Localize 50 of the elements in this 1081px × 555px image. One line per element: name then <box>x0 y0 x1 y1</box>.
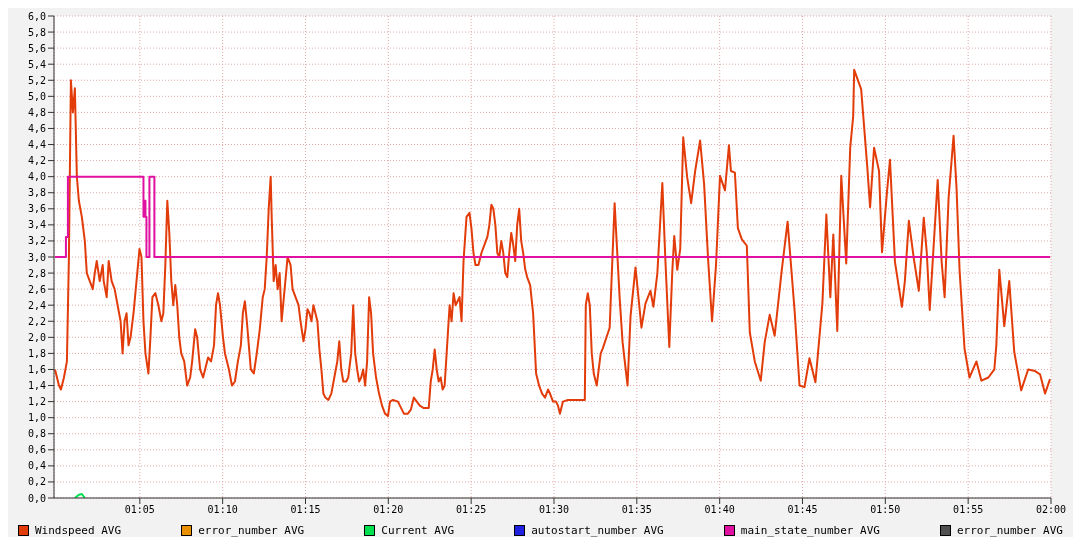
x-tick-label: 01:15 <box>290 504 321 516</box>
y-tick-label: 4,0 <box>27 171 46 183</box>
y-tick-label: 5,6 <box>27 42 46 54</box>
y-tick-label: 2,6 <box>27 283 46 295</box>
y-tick-label: 0,8 <box>27 428 46 440</box>
y-tick-label: 5,8 <box>27 26 46 38</box>
y-tick-label: 4,2 <box>27 155 46 167</box>
y-tick-label: 2,2 <box>27 315 46 327</box>
y-tick-label: 3,2 <box>27 235 46 247</box>
y-tick-label: 0,0 <box>27 492 46 504</box>
legend-label: error_number AVG <box>957 524 1063 537</box>
x-tick-label: 01:55 <box>953 504 984 516</box>
y-tick-label: 3,8 <box>27 187 46 199</box>
x-tick-label: 01:35 <box>621 504 652 516</box>
y-tick-label: 0,4 <box>27 460 46 472</box>
y-tick-label: 5,2 <box>27 74 46 86</box>
x-tick-label: 01:25 <box>456 504 487 516</box>
y-tick-label: 5,0 <box>27 90 46 102</box>
x-tick-label: 01:40 <box>704 504 735 516</box>
y-tick-label: 4,4 <box>27 139 46 151</box>
x-tick-label: 01:45 <box>787 504 818 516</box>
legend-label: Current AVG <box>381 524 455 537</box>
legend-label: error_number AVG <box>198 524 305 537</box>
y-tick-label: 3,4 <box>27 219 46 231</box>
y-tick-label: 1,0 <box>27 412 46 424</box>
y-tick-label: 1,2 <box>27 396 46 408</box>
y-tick-label: 0,6 <box>27 444 46 456</box>
y-tick-label: 5,4 <box>27 58 46 70</box>
x-tick-label: 01:10 <box>207 504 238 516</box>
y-tick-label: 2,8 <box>27 267 46 279</box>
x-tick-label: 01:30 <box>538 504 570 516</box>
x-tick-label: 01:50 <box>870 504 901 516</box>
y-tick-label: 6,0 <box>27 10 46 22</box>
legend-label: autostart_number AVG <box>531 524 664 537</box>
y-tick-label: 0,2 <box>27 476 46 488</box>
y-tick-label: 1,6 <box>27 364 46 376</box>
x-tick-label: 01:05 <box>124 504 155 516</box>
y-tick-label: 3,6 <box>27 203 46 215</box>
x-tick-label: 02:00 <box>1035 504 1067 516</box>
line-series <box>54 68 1051 418</box>
y-tick-label: 4,6 <box>27 123 46 135</box>
y-tick-label: 1,4 <box>27 380 46 392</box>
y-tick-label: 1,8 <box>27 347 46 359</box>
y-tick-label: 3,0 <box>27 251 46 263</box>
y-tick-label: 2,0 <box>27 331 46 343</box>
y-tick-label: 4,8 <box>27 106 46 118</box>
legend-label: Windspeed AVG <box>35 524 122 537</box>
y-tick-label: 2,4 <box>27 299 46 311</box>
x-tick-label: 01:20 <box>373 504 404 516</box>
legend-label: main_state_number AVG <box>740 524 880 537</box>
